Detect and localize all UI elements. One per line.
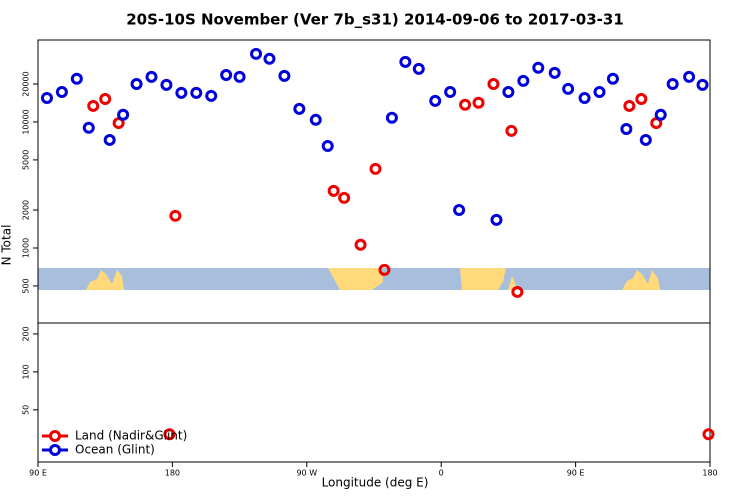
y-tick-label: 500 xyxy=(22,278,31,293)
data-point xyxy=(82,121,95,134)
data-point xyxy=(654,108,667,121)
data-point xyxy=(593,85,606,98)
data-point xyxy=(412,62,425,75)
x-tick-label: 0 xyxy=(439,469,444,478)
data-point xyxy=(220,68,233,81)
data-point xyxy=(683,70,696,83)
data-point xyxy=(117,108,130,121)
data-point xyxy=(502,85,515,98)
x-tick-label: 90 E xyxy=(29,469,47,478)
data-point xyxy=(578,91,591,104)
y-tick-label: 10000 xyxy=(22,109,31,134)
legend-marker xyxy=(49,444,61,456)
y-tick-label: 200 xyxy=(22,326,31,341)
data-point xyxy=(429,94,442,107)
y-axis-label: N Total xyxy=(0,225,14,266)
data-point xyxy=(517,74,530,87)
y-tick-label: 50 xyxy=(22,405,31,415)
data-point xyxy=(399,55,412,68)
data-point xyxy=(620,122,633,135)
data-point xyxy=(378,263,391,276)
data-point xyxy=(369,162,382,175)
data-point xyxy=(163,428,176,441)
x-axis-label: Longitude (deg E) xyxy=(322,476,429,490)
data-point xyxy=(453,204,466,217)
data-point xyxy=(459,98,472,111)
data-point xyxy=(40,91,53,104)
data-point xyxy=(233,70,246,83)
data-point xyxy=(702,428,715,441)
data-point xyxy=(130,78,143,91)
data-point xyxy=(70,72,83,85)
x-tick-label: 180 xyxy=(702,469,717,478)
data-point xyxy=(639,133,652,146)
map-strip xyxy=(38,268,710,290)
data-point xyxy=(205,89,218,102)
data-point xyxy=(511,285,524,298)
data-point xyxy=(103,133,116,146)
data-point xyxy=(490,213,503,226)
data-point xyxy=(385,111,398,124)
data-point xyxy=(263,52,276,65)
plot-frame xyxy=(37,322,711,463)
data-point xyxy=(623,99,636,112)
data-point xyxy=(635,93,648,106)
x-tick-label: 180 xyxy=(165,469,180,478)
chart-title: 20S-10S November (Ver 7b_s31) 2014-09-06… xyxy=(126,11,624,29)
data-point xyxy=(175,86,188,99)
y-tick-label: 100 xyxy=(22,364,31,379)
legend-marker xyxy=(49,430,61,442)
data-point xyxy=(309,113,322,126)
data-point xyxy=(321,139,334,152)
data-point xyxy=(190,86,203,99)
data-point xyxy=(145,70,158,83)
data-point xyxy=(169,209,182,222)
x-tick-label: 90 W xyxy=(296,469,317,478)
data-point xyxy=(606,72,619,85)
data-point xyxy=(278,69,291,82)
y-tick-label: 5000 xyxy=(22,150,31,170)
data-point xyxy=(87,99,100,112)
data-point xyxy=(505,124,518,137)
data-point xyxy=(327,184,340,197)
legend-label: Land (Nadir&Glint) xyxy=(75,429,187,443)
data-point xyxy=(160,78,173,91)
data-point xyxy=(338,191,351,204)
y-tick-label: 1000 xyxy=(22,238,31,258)
data-point xyxy=(532,61,545,74)
data-point xyxy=(354,238,367,251)
data-point xyxy=(293,102,306,115)
y-tick-label: 20000 xyxy=(22,71,31,96)
data-point xyxy=(444,85,457,98)
x-tick-label: 90 E xyxy=(567,469,585,478)
data-point xyxy=(55,85,68,98)
data-point xyxy=(562,82,575,95)
legend-label: Ocean (Glint) xyxy=(75,443,155,457)
data-point xyxy=(472,96,485,109)
data-point xyxy=(548,66,561,79)
data-point xyxy=(487,78,500,91)
data-point xyxy=(666,78,679,91)
data-point xyxy=(99,93,112,106)
data-point xyxy=(250,47,263,60)
y-tick-label: 2000 xyxy=(22,200,31,220)
data-point xyxy=(696,78,709,91)
